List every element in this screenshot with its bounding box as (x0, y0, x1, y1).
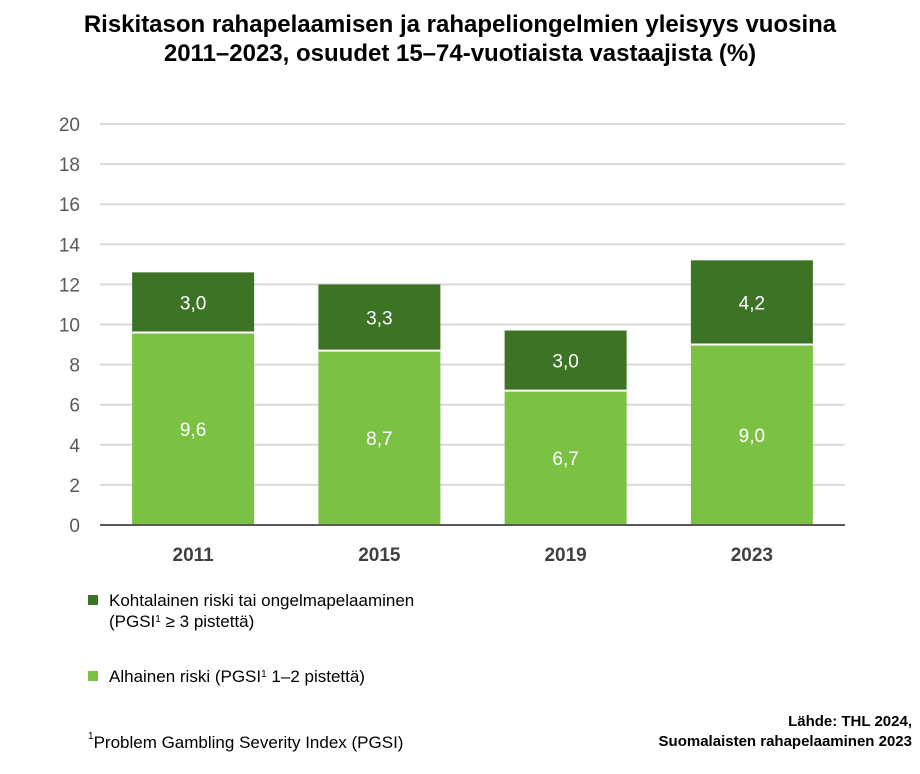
y-tick-label: 16 (59, 195, 80, 216)
superscript: 1 (261, 669, 267, 680)
y-tick-label: 14 (59, 235, 81, 256)
legend-label-end: 1–2 pistettä) (266, 667, 365, 686)
superscript: 1 (155, 614, 161, 625)
data-label: 8,7 (366, 429, 392, 450)
y-tick-label: 18 (59, 155, 80, 176)
bar-segment (318, 350, 441, 525)
chart-title: Riskitason rahapelaamisen ja rahapeliong… (83, 11, 837, 67)
y-tick-label: 0 (69, 516, 80, 537)
x-tick-label: 2015 (358, 545, 401, 566)
source-note: Lähde: THL 2024, Suomalaisten rahapelaam… (659, 712, 912, 752)
y-tick-label: 6 (69, 396, 80, 417)
y-tick-label: 12 (59, 275, 80, 296)
footnote: 1Problem Gambling Severity Index (PGSI) (88, 731, 404, 753)
legend-item-low: Alhainen riski (PGSI1 1–2 pistettä) (109, 666, 365, 687)
data-label: 3,3 (366, 308, 392, 329)
source-line1: Lähde: THL 2024, (788, 713, 912, 730)
x-tick-label: 2011 (173, 545, 215, 566)
y-tick-label: 8 (69, 356, 80, 377)
y-tick-label: 10 (59, 316, 80, 337)
superscript: 1 (88, 731, 94, 742)
data-label: 9,6 (180, 420, 206, 441)
legend-label-line2-end: ≥ 3 pistettä) (160, 612, 255, 631)
source-line2: Suomalaisten rahapelaaminen 2023 (658, 733, 912, 750)
bar-segment (132, 272, 255, 333)
data-label: 4,2 (739, 293, 765, 314)
x-tick-label: 2023 (731, 545, 773, 566)
data-label: 9,0 (739, 426, 765, 447)
data-label: 3,0 (180, 293, 206, 314)
x-tick-label: 2019 (544, 545, 586, 566)
legend-swatch-low (88, 671, 98, 681)
bar-segment (690, 260, 813, 345)
bar-segment (504, 390, 627, 525)
legend-label-line2: (PGSI (109, 612, 156, 631)
bar-segment (504, 330, 627, 391)
y-tick-label: 2 (69, 476, 80, 497)
data-label: 3,0 (552, 352, 578, 373)
legend-label-line1: Kohtalainen riski tai ongelmapelaaminen (109, 591, 415, 610)
y-tick-label: 20 (59, 115, 80, 136)
legend-swatch-moderate (88, 595, 98, 605)
y-tick-label: 4 (69, 436, 80, 457)
bar-segment (318, 284, 441, 351)
legend-item-moderate: Kohtalainen riski tai ongelmapelaaminen … (109, 590, 414, 632)
data-label: 6,7 (552, 449, 578, 470)
legend-label: Alhainen riski (PGSI (109, 667, 262, 686)
bar-segment (690, 344, 813, 525)
bar-segment (132, 332, 255, 525)
footnote-text: Problem Gambling Severity Index (PGSI) (93, 733, 404, 752)
